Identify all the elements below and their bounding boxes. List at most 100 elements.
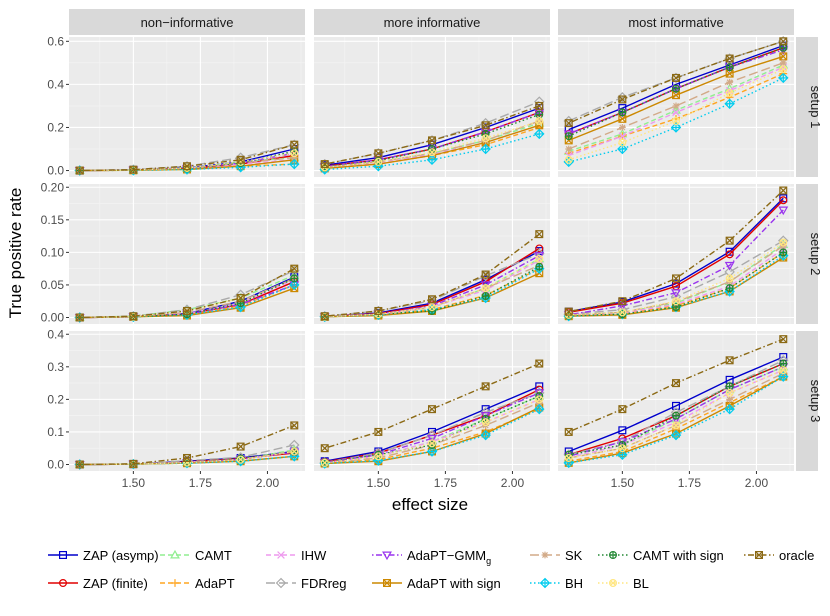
series-line (568, 40, 784, 122)
data-point (671, 401, 680, 410)
panel-background (69, 37, 305, 177)
panel-r1-c2 (314, 37, 550, 177)
data-point (320, 444, 329, 453)
data-point (725, 236, 734, 245)
data-point (726, 395, 734, 403)
legend-label: AdaPT−GMMg (407, 548, 491, 566)
series-line (568, 64, 784, 152)
data-point (725, 356, 734, 365)
data-point (618, 95, 627, 104)
legend-item: ZAP (finite) (48, 576, 148, 591)
data-point (779, 359, 788, 368)
y-tick-label: 0.1 (47, 425, 64, 439)
data-point (724, 403, 735, 415)
series-zap-asymp- (564, 353, 788, 456)
data-point (779, 238, 788, 247)
x-tick-label: 1.75 (189, 476, 213, 490)
y-tick-label: 0.05 (41, 278, 65, 292)
legend-key-marker (170, 549, 180, 559)
series-line (568, 255, 784, 317)
legend-key-marker (382, 551, 392, 561)
data-point (480, 143, 491, 155)
data-point (481, 292, 490, 301)
y-tick-label: 0.0 (47, 164, 64, 178)
x-tick-label: 1.50 (367, 476, 391, 490)
data-point (75, 460, 84, 469)
data-point (672, 108, 680, 117)
series-bh (563, 72, 789, 168)
data-point (480, 429, 491, 441)
series-oracle (75, 264, 299, 322)
series-adapt-with-sign (564, 52, 788, 145)
legend-item: BH (530, 576, 583, 591)
series-line (324, 258, 540, 318)
legend-item: BL (598, 576, 649, 591)
data-point (481, 129, 490, 138)
data-point (671, 84, 680, 93)
data-point (564, 453, 573, 462)
data-point (428, 303, 437, 312)
data-point (428, 439, 437, 448)
data-point (618, 108, 627, 117)
legend-label: AdaPT with sign (407, 576, 501, 591)
data-point (779, 37, 788, 46)
data-point (779, 59, 787, 67)
data-point (779, 43, 788, 52)
data-point (236, 455, 245, 464)
series-line (568, 376, 784, 464)
y-tick-label: 0.2 (47, 120, 64, 134)
facet-strip-row (796, 331, 818, 471)
data-point (129, 312, 138, 321)
y-tick-label: 0.15 (41, 213, 65, 227)
legend-label: AdaPT (195, 576, 235, 591)
x-tick-label: 1.50 (611, 476, 635, 490)
series-bl (564, 65, 788, 164)
legend-key-marker (58, 578, 67, 587)
series-line (324, 392, 540, 464)
data-point (535, 101, 544, 110)
x-tick-label: 2.00 (501, 476, 525, 490)
x-tick-label: 2.00 (256, 476, 280, 490)
legend-label-text: CAMT (195, 548, 232, 563)
series-oracle (320, 101, 544, 169)
facet-strip-row-label: setup 3 (808, 380, 823, 423)
data-point (778, 206, 789, 216)
legend-label: ZAP (asymp) (83, 548, 159, 563)
data-point (428, 149, 436, 157)
panel-grid (69, 36, 794, 471)
data-point (290, 264, 299, 273)
data-point (564, 119, 573, 128)
data-point (534, 403, 545, 415)
data-point (618, 405, 627, 414)
series-oracle (75, 421, 299, 469)
legend-label: SK (565, 548, 583, 563)
facet-strip-col-label: more informative (384, 15, 481, 30)
panel-background (69, 184, 305, 324)
facet-strip-col (69, 9, 305, 35)
panel-r2-c2 (314, 184, 550, 324)
data-point (535, 262, 544, 271)
series-line (324, 253, 540, 317)
data-point (535, 254, 544, 263)
legend-label-text: AdaPT−GMM (407, 548, 486, 563)
y-tick-label: 0.2 (47, 392, 64, 406)
data-point (563, 130, 574, 140)
data-point (618, 426, 627, 435)
panel-r2-c3 (558, 184, 794, 324)
legend-label-text: ZAP (asymp) (83, 548, 159, 563)
data-point (672, 102, 680, 110)
data-point (725, 382, 734, 391)
data-point (290, 274, 299, 283)
data-point (779, 248, 788, 257)
series-oracle (320, 230, 544, 321)
panel-r3-c1 (69, 331, 305, 471)
data-point (725, 63, 734, 72)
legend-label-text: CAMT with sign (633, 548, 724, 563)
data-point (724, 261, 735, 271)
series-camt-with-sign (564, 43, 788, 141)
series-oracle (564, 37, 788, 128)
data-point (428, 136, 437, 145)
series-oracle (320, 359, 544, 453)
data-point (618, 444, 627, 453)
